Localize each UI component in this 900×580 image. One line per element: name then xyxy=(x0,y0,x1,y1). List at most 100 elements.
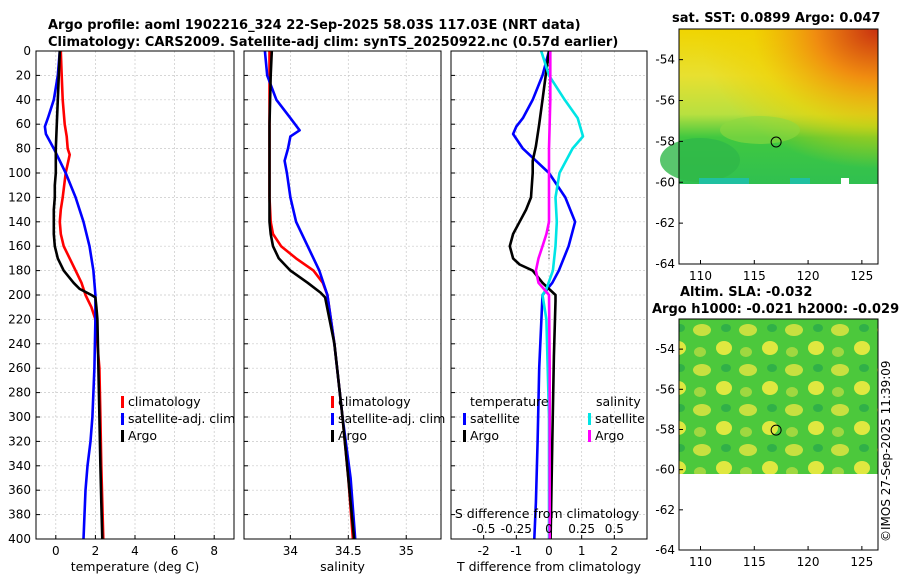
legend-swatch-climatology xyxy=(331,396,334,408)
credit: ©IMOS 27-Sep-2025 11:39:09 xyxy=(879,360,893,542)
sst-argo-marker xyxy=(770,136,782,148)
legend-label-s-argo: Argo xyxy=(595,428,624,443)
legend-swatch-s-argo xyxy=(588,430,591,442)
y-tick-label: 140 xyxy=(8,215,31,229)
series-line-argo xyxy=(268,50,356,540)
map-y-tick-label: -62 xyxy=(655,503,675,517)
x-tick-label: 2 xyxy=(92,544,100,558)
y-tick-label: 240 xyxy=(8,337,31,351)
s-difference-ticks: -0.5 -0.25 0 0.25 0.5 xyxy=(472,522,624,536)
sst-map xyxy=(660,28,879,265)
sla-field xyxy=(679,319,878,474)
x-axis-label: T difference from climatology xyxy=(456,559,642,574)
s-difference-label: S difference from climatology xyxy=(455,506,640,521)
sst-map-title: sat. SST: 0.0899 Argo: 0.047 xyxy=(672,11,880,26)
map-y-tick-label: -60 xyxy=(655,175,675,189)
title-line-2: Climatology: CARS2009. Satellite-adj cli… xyxy=(48,35,618,50)
plot-frame xyxy=(450,50,648,540)
x-tick-label: 1 xyxy=(578,544,586,558)
y-tick-label: 0 xyxy=(23,44,31,58)
map-y-tick-label: -56 xyxy=(655,94,675,108)
legend-label-satellite: satellite-adj. clim xyxy=(338,411,445,426)
x-tick-label: 8 xyxy=(210,544,218,558)
map-y-tick-label: -58 xyxy=(655,134,675,148)
sla-argo-marker xyxy=(770,424,782,436)
series-line-satellite-adj-clim xyxy=(43,50,97,540)
legend-swatch-t-argo xyxy=(463,430,466,442)
sst-ice-edge-2 xyxy=(790,178,810,184)
legend-swatch-argo xyxy=(331,430,334,442)
y-tick-label: 80 xyxy=(16,142,31,156)
y-tick-label: 180 xyxy=(8,264,31,278)
sst-no-data xyxy=(679,185,878,264)
plot-frame xyxy=(35,50,235,540)
series-line-s-satellite xyxy=(539,50,585,539)
sst-gap xyxy=(841,178,849,184)
s-tick-label: -0.5 xyxy=(472,522,495,536)
series-line-s-argo xyxy=(534,51,552,539)
y-tick-label: 220 xyxy=(8,312,31,326)
sst-mid-patch xyxy=(720,116,800,144)
legend-label-satellite: satellite-adj. clim xyxy=(128,411,235,426)
y-tick-label: 320 xyxy=(8,434,31,448)
legend-swatch-climatology xyxy=(121,396,124,408)
x-tick-label: 34.5 xyxy=(335,544,362,558)
s-tick-label: -0.25 xyxy=(501,522,532,536)
x-tick-label: 0 xyxy=(52,544,60,558)
y-tick-label: 20 xyxy=(16,68,31,82)
temperature-legend: climatology satellite-adj. clim Argo xyxy=(121,394,235,443)
map-y-tick-label: -58 xyxy=(655,422,675,436)
temperature-panel: 0204060801001201401601802002202402602803… xyxy=(8,44,235,574)
series-line-t-satellite xyxy=(511,50,577,540)
y-tick-label: 100 xyxy=(8,166,31,180)
difference-legend: temperature satellite Argo salinity sate… xyxy=(463,394,645,443)
y-tick-label: 200 xyxy=(8,288,31,302)
sla-map-ticks: 110 115 120 125 -54 -56 -58 -60 -62 -64 xyxy=(655,342,873,569)
difference-panel: -2 -1 0 1 2T difference from climatology xyxy=(450,50,648,574)
legend-label-climatology: climatology xyxy=(128,394,201,409)
x-axis-label: salinity xyxy=(320,559,365,574)
s-tick-label: 0 xyxy=(545,522,553,536)
map-x-tick-label: 110 xyxy=(689,269,712,283)
y-tick-label: 340 xyxy=(8,459,31,473)
y-tick-label: 120 xyxy=(8,190,31,204)
sst-ice-edge xyxy=(699,178,749,184)
salinity-panel: 34 34.5 35 salinity xyxy=(243,50,442,574)
x-tick-label: 6 xyxy=(171,544,179,558)
legend-label-climatology: climatology xyxy=(338,394,411,409)
legend-swatch-satellite xyxy=(121,413,124,425)
map-y-tick-label: -54 xyxy=(655,342,675,356)
x-tick-label: 0 xyxy=(545,544,553,558)
series-line-argo xyxy=(52,50,104,540)
map-y-tick-label: -64 xyxy=(655,543,675,557)
legend-swatch-argo xyxy=(121,430,124,442)
map-y-tick-label: -56 xyxy=(655,382,675,396)
series-line-t-argo xyxy=(508,50,557,540)
legend-swatch-t-satellite xyxy=(463,413,466,425)
sla-map-title-2: Argo h1000: -0.021 h2000: -0.029 xyxy=(652,302,899,317)
legend-swatch-satellite xyxy=(331,413,334,425)
sla-map xyxy=(678,318,879,551)
map-x-tick-label: 115 xyxy=(743,269,766,283)
s-tick-label: 0.5 xyxy=(605,522,624,536)
map-x-tick-label: 115 xyxy=(743,555,766,569)
map-y-tick-label: -64 xyxy=(655,257,675,271)
y-tick-label: 160 xyxy=(8,239,31,253)
map-x-tick-label: 120 xyxy=(797,555,820,569)
plot-frame xyxy=(243,50,442,540)
sla-map-frame xyxy=(678,318,879,551)
title-line-1: Argo profile: aoml 1902216_324 22-Sep-20… xyxy=(48,18,581,33)
map-y-tick-label: -54 xyxy=(655,53,675,67)
x-tick-label: 2 xyxy=(611,544,619,558)
map-x-tick-label: 125 xyxy=(850,555,873,569)
y-tick-label: 60 xyxy=(16,117,31,131)
y-tick-label: 260 xyxy=(8,361,31,375)
salinity-legend: climatology satellite-adj. clim Argo xyxy=(331,394,445,443)
legend-label-argo: Argo xyxy=(128,428,157,443)
sst-map-frame xyxy=(678,28,879,265)
y-tick-label: 380 xyxy=(8,508,31,522)
map-y-tick-label: -62 xyxy=(655,216,675,230)
sla-no-data xyxy=(679,475,878,550)
x-tick-label: -2 xyxy=(478,544,490,558)
